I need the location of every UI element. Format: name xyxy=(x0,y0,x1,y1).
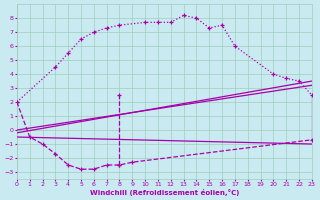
X-axis label: Windchill (Refroidissement éolien,°C): Windchill (Refroidissement éolien,°C) xyxy=(90,189,239,196)
